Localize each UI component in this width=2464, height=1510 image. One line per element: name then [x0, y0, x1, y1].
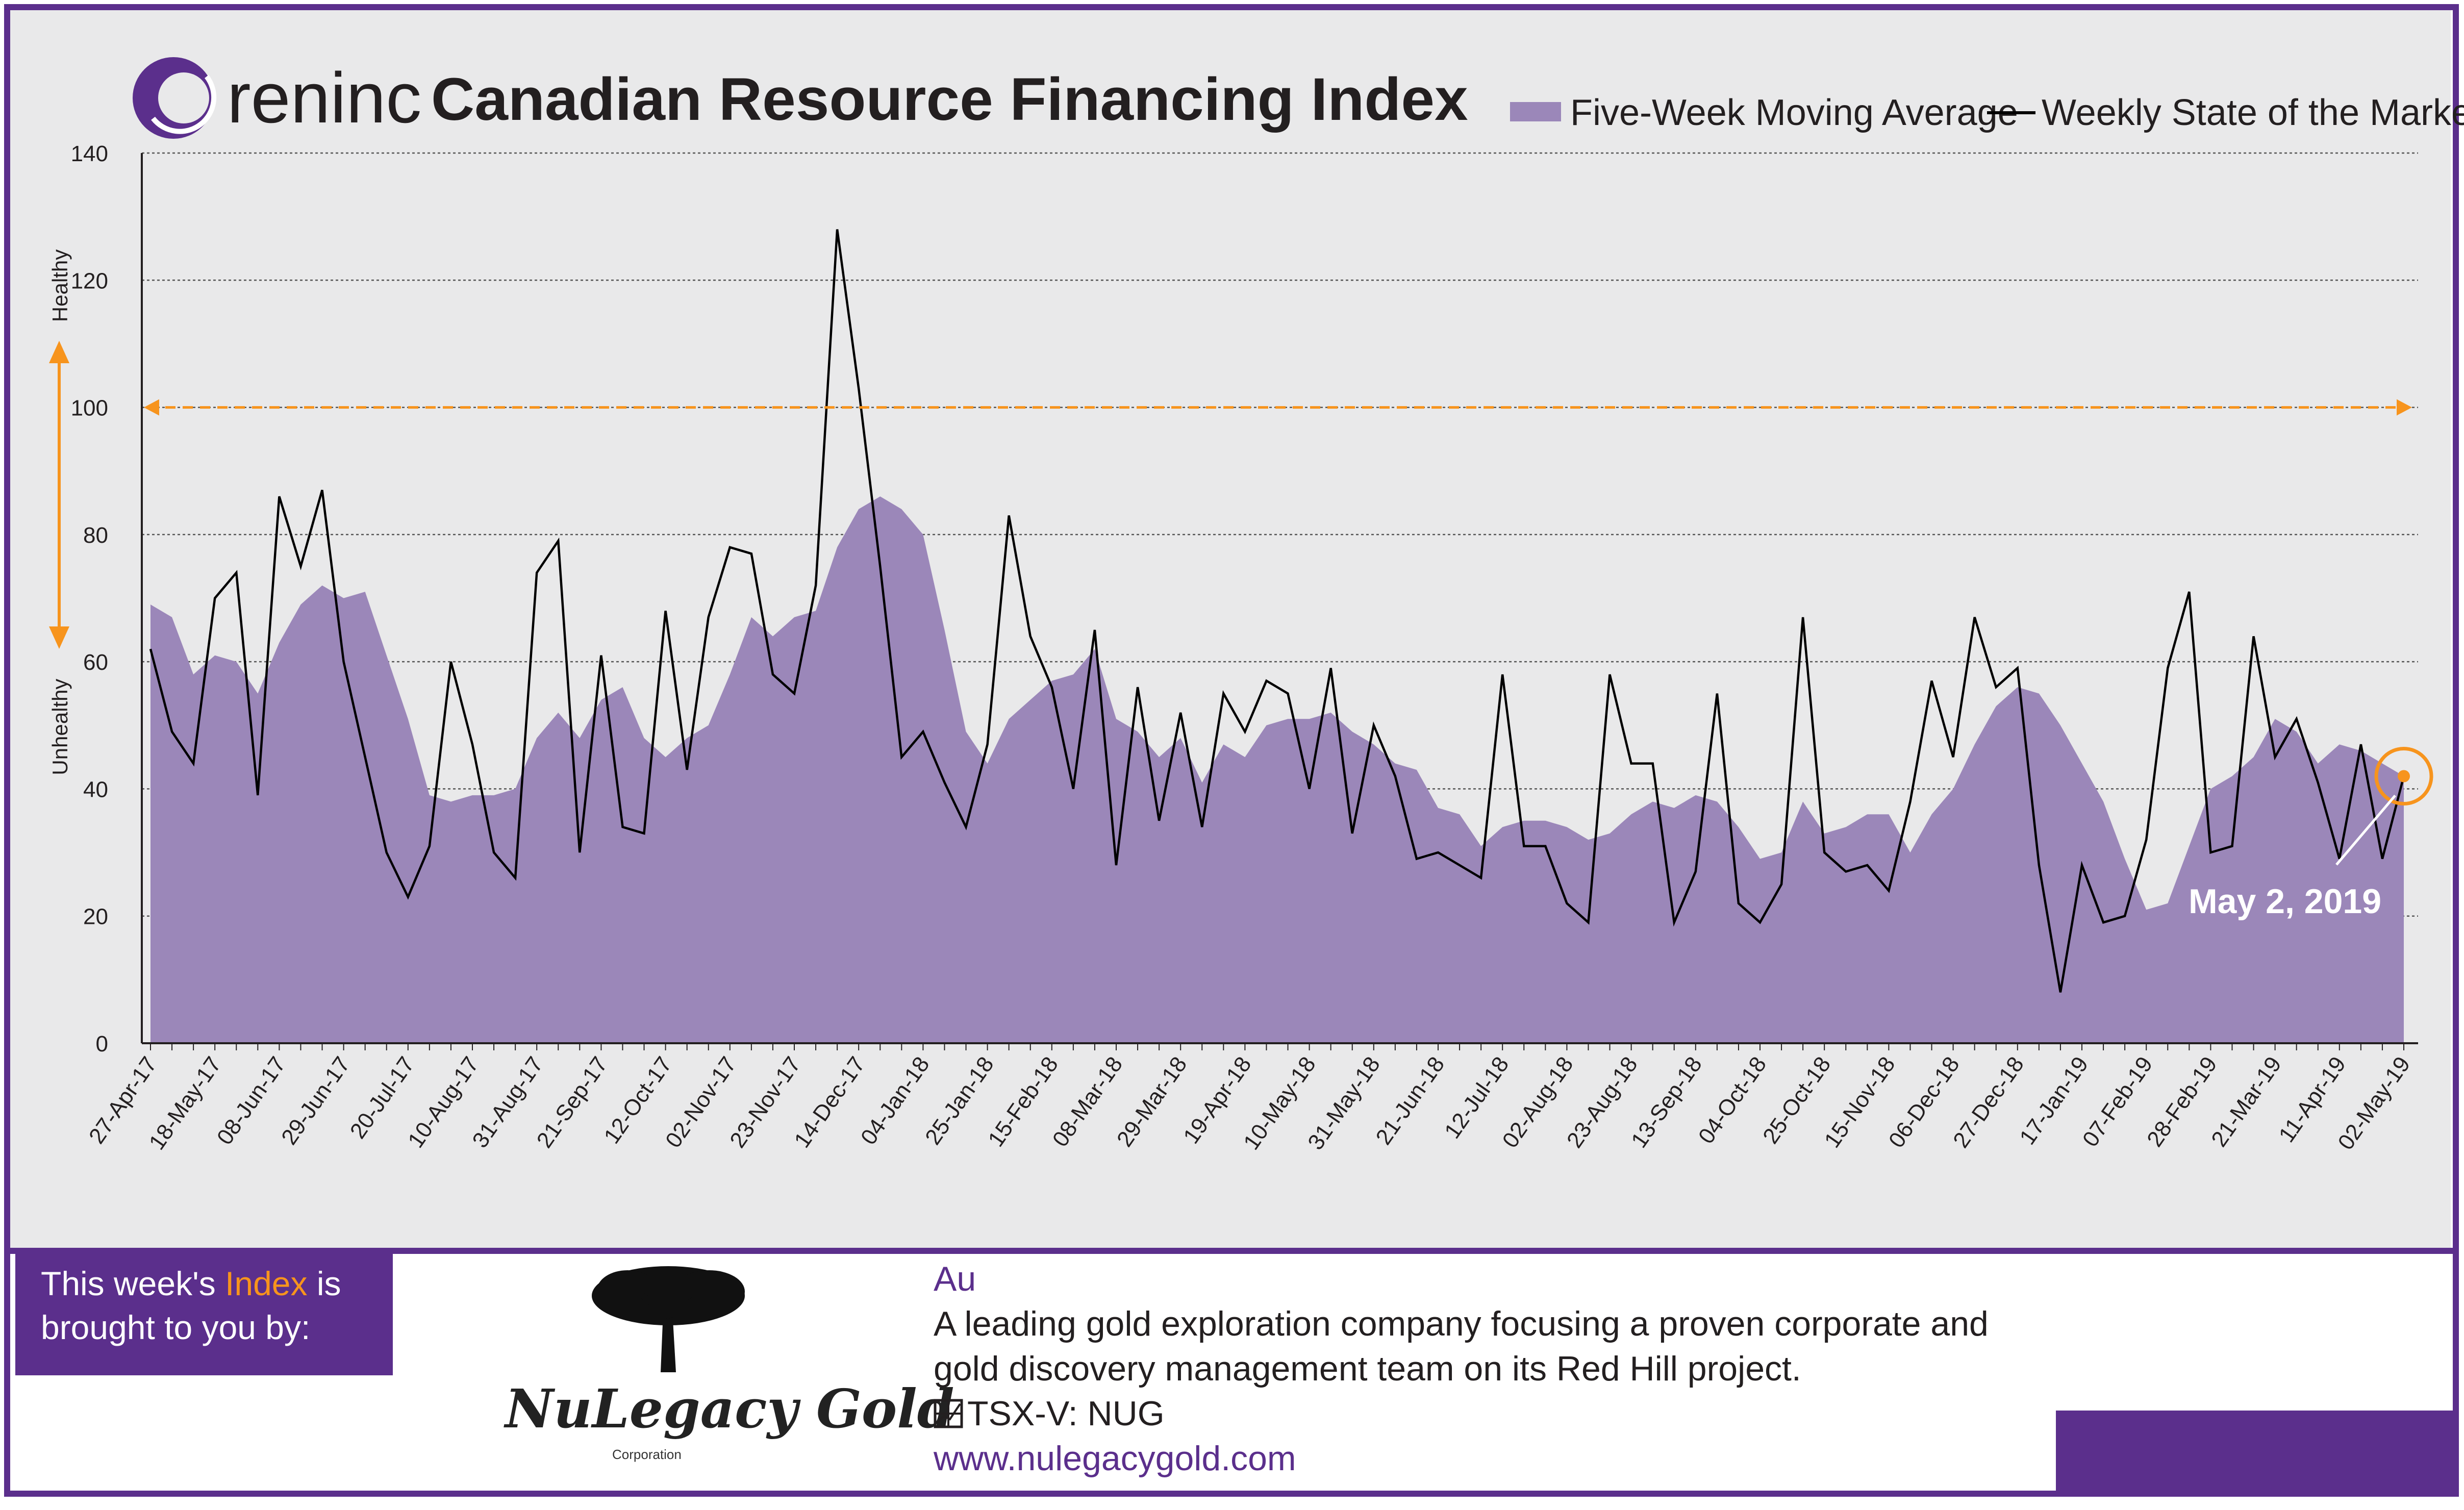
sponsor-index-highlight: Index: [225, 1265, 308, 1302]
chart-panel: [7, 7, 2451, 1252]
brand-name: reninc: [227, 58, 421, 138]
x-tick-label: 12-Jul-18: [1440, 1052, 1514, 1143]
company-website-link[interactable]: www.nulegacygold.com: [934, 1439, 1296, 1478]
weekly-market-line-layer: [149, 229, 2405, 993]
legend-area-swatch: [1510, 102, 1561, 121]
legend-line-label: Weekly State of the Market: [2042, 92, 2464, 133]
moving-average-area-layer: [150, 496, 2404, 1043]
y-tick-label: 100: [71, 396, 108, 421]
legend-area-label: Five-Week Moving Average: [1570, 92, 2018, 133]
y-tick-labels: 0 20 40 60 80 100 120 140: [71, 141, 108, 1056]
moving-average-area: [150, 496, 2404, 1043]
company-commodity-tag: Au: [934, 1260, 976, 1298]
healthy-label: Healthy: [48, 249, 72, 322]
x-tick-label: 20-Jul-17: [345, 1052, 419, 1143]
y-tick-label: 0: [96, 1031, 108, 1056]
sponsor-suffix: is: [307, 1265, 341, 1302]
sponsor-box: [15, 1254, 393, 1375]
financing-index-chart: 0 20 40 60 80 100 120 140 27-Apr-1718-May-1708-…: [48, 57, 2464, 1154]
latest-value-callout: [2335, 747, 2433, 866]
chart-title: Canadian Resource Financing Index: [431, 66, 1468, 133]
callout-date-label: May 2, 2019: [2189, 882, 2381, 921]
company-description-line-2: gold discovery management team on its Re…: [934, 1349, 1801, 1388]
y-tick-label: 40: [83, 777, 108, 802]
footer-accent-block: [2056, 1411, 2456, 1492]
y-tick-label: 120: [71, 268, 108, 293]
axes: [141, 153, 2418, 1050]
y-tick-label: 20: [83, 904, 108, 929]
y-tick-label: 60: [83, 650, 108, 675]
unhealthy-label: Unhealthy: [48, 678, 72, 775]
reninc-logo-icon: [133, 57, 217, 139]
sponsor-prefix: This week's: [41, 1265, 225, 1302]
company-description-line-1: A leading gold exploration company focus…: [934, 1304, 1989, 1343]
outer-border: [4, 4, 2459, 1497]
ticker-text: TSX-V: NUG: [967, 1394, 1165, 1433]
threshold-line: [144, 399, 2412, 416]
sponsor-line-2: brought to you by:: [41, 1308, 311, 1346]
y-tick-label: 140: [71, 141, 108, 166]
x-tick-labels: 27-Apr-1718-May-1708-Jun-1729-Jun-1720-J…: [84, 1052, 2415, 1154]
company-subname: Corporation: [612, 1447, 682, 1462]
weekly-market-line: [149, 229, 2405, 993]
tree-logo-icon: [592, 1266, 745, 1372]
sponsor-line-1: This week's Index is: [41, 1264, 341, 1303]
company-ticker: TSX-V: NUG: [934, 1394, 1165, 1433]
chart-grid-icon: [934, 1399, 963, 1428]
y-tick-label: 80: [83, 523, 108, 548]
company-name-logo: NuLegacy Gold: [505, 1377, 954, 1440]
health-scale-arrow: [49, 341, 69, 649]
